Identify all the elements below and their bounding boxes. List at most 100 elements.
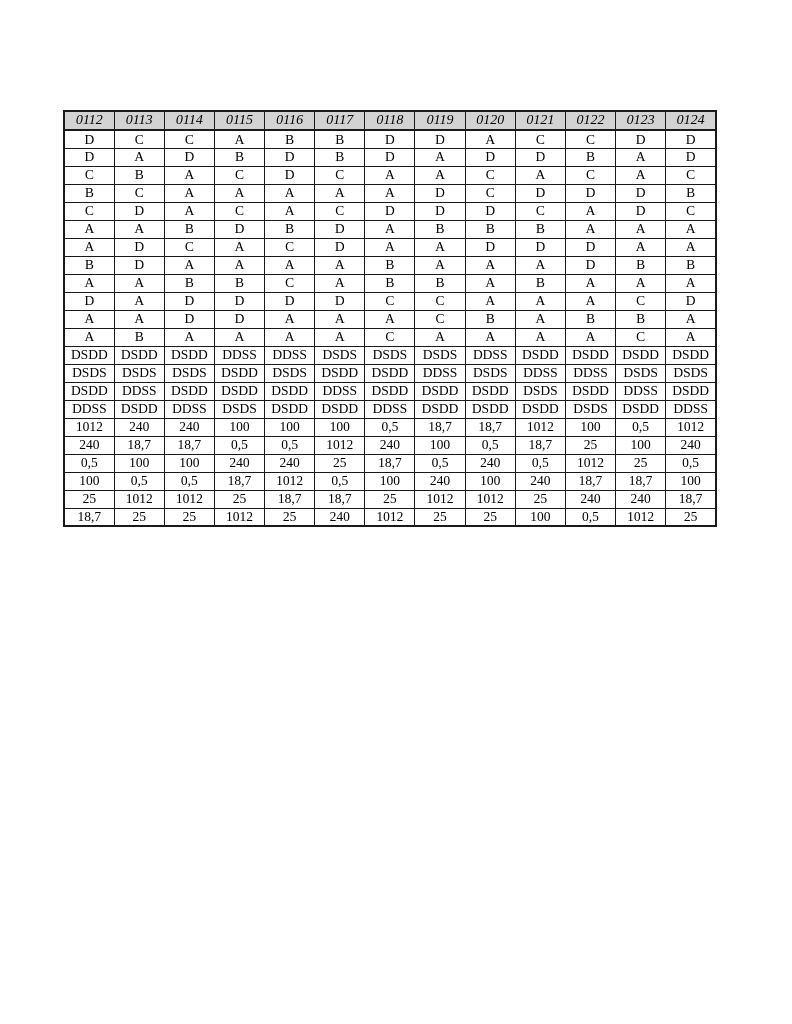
table-cell: A (213, 183, 266, 203)
table-cell: A (514, 255, 566, 275)
table-cell: D (213, 219, 266, 239)
table-cell: 100 (364, 471, 416, 491)
table-cell: DSDD (615, 345, 667, 365)
table-cell: D (665, 129, 717, 149)
table-cell: C (514, 129, 566, 149)
table-cell: D (63, 147, 115, 167)
table-cell: DSDS (213, 399, 266, 419)
table-cell: A (665, 219, 717, 239)
table-cell: DSDD (314, 399, 366, 419)
table-row: 240 18,7 18,7 0,5 0,5 1012 240 100 0,5 18,7 25 100 2… (63, 435, 717, 455)
table-cell: DSDS (163, 363, 215, 383)
table-cell: A (113, 291, 165, 311)
table-cell: 240 (564, 489, 617, 509)
table-cell: 240 (615, 489, 667, 509)
table-header: 0112 0113 0114 0115 0116 0117 0118 0119 0120 0121… (63, 110, 717, 131)
table-cell: DDSS (163, 399, 215, 419)
table-cell: 25 (514, 489, 566, 509)
table-cell: D (364, 147, 416, 167)
table-cell: D (615, 129, 667, 149)
table-cell: A (464, 129, 516, 149)
table-cell: C (564, 165, 617, 185)
table-cell: A (63, 219, 115, 239)
table-cell: 0,5 (665, 453, 717, 473)
table-cell: C (213, 201, 266, 221)
table-cell: D (665, 291, 717, 311)
table-cell: D (615, 183, 667, 203)
table-cell: A (665, 327, 717, 347)
table-cell: A (113, 273, 165, 293)
table-cell: A (314, 183, 366, 203)
table-cell: A (364, 165, 416, 185)
table-cell: A (264, 309, 316, 329)
table-cell: 0,5 (615, 417, 667, 437)
table-cell: A (63, 237, 115, 257)
table-cell: 18,7 (364, 453, 416, 473)
table-cell: A (464, 255, 516, 275)
table-cell: C (464, 183, 516, 203)
table-cell: 100 (564, 417, 617, 437)
table-cell: DSDS (615, 363, 667, 383)
table-cell: A (414, 237, 466, 257)
table-cell: D (213, 309, 266, 329)
header-row: 0112 0113 0114 0115 0116 0117 0118 0119 0120 0121… (63, 110, 717, 131)
table-cell: 1012 (665, 417, 717, 437)
table-cell: 100 (264, 417, 316, 437)
table-cell: B (414, 273, 466, 293)
table-cell: C (464, 165, 516, 185)
table-cell: DDSS (314, 381, 366, 401)
table-cell: A (564, 219, 617, 239)
table-cell: A (564, 201, 617, 221)
table-cell: A (564, 273, 617, 293)
table-cell: A (213, 237, 266, 257)
table-cell: DSDS (264, 363, 316, 383)
table-cell: DDSS (113, 381, 165, 401)
table-cell: D (163, 291, 215, 311)
table-cell: C (414, 309, 466, 329)
table-cell: A (364, 183, 416, 203)
table-cell: 240 (464, 453, 516, 473)
table-cell: DSDD (464, 381, 516, 401)
table-cell: D (665, 147, 717, 167)
table-cell: D (364, 201, 416, 221)
table-cell: 100 (63, 471, 115, 491)
table-cell: B (264, 219, 316, 239)
table-cell: A (414, 147, 466, 167)
table-cell: D (264, 147, 316, 167)
table-cell: 1012 (514, 417, 566, 437)
table-cell: A (615, 237, 667, 257)
table-cell: D (514, 183, 566, 203)
table-cell: D (464, 147, 516, 167)
table-cell: A (514, 327, 566, 347)
table-cell: D (264, 165, 316, 185)
table-cell: A (615, 147, 667, 167)
table-cell: A (414, 165, 466, 185)
table-cell: A (464, 291, 516, 311)
table-cell: D (314, 237, 366, 257)
table-cell: 18,7 (414, 417, 466, 437)
table-cell: D (163, 147, 215, 167)
table-cell: B (63, 255, 115, 275)
table-cell: 0,5 (564, 507, 617, 527)
table-cell: D (113, 255, 165, 275)
table-cell: B (665, 255, 717, 275)
table-cell: 0,5 (113, 471, 165, 491)
table-cell: DSDD (213, 363, 266, 383)
table-cell: 1012 (615, 507, 667, 527)
table-cell: A (514, 291, 566, 311)
column-header: 0116 (264, 110, 316, 131)
table-cell: 100 (615, 435, 667, 455)
table-cell: 1012 (314, 435, 366, 455)
table-cell: DDSS (464, 345, 516, 365)
table-cell: 0,5 (264, 435, 316, 455)
table-cell: 240 (364, 435, 416, 455)
table-cell: C (314, 165, 366, 185)
table-cell: DDSS (264, 345, 316, 365)
